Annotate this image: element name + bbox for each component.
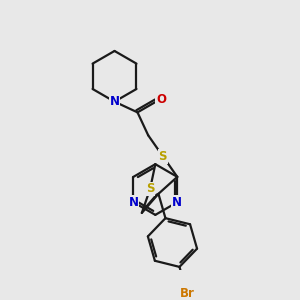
Text: S: S bbox=[158, 150, 167, 163]
Text: N: N bbox=[172, 196, 182, 209]
Text: O: O bbox=[156, 93, 166, 106]
Text: S: S bbox=[146, 182, 154, 196]
Text: Br: Br bbox=[180, 287, 195, 300]
Text: N: N bbox=[110, 95, 119, 108]
Text: N: N bbox=[128, 196, 138, 209]
